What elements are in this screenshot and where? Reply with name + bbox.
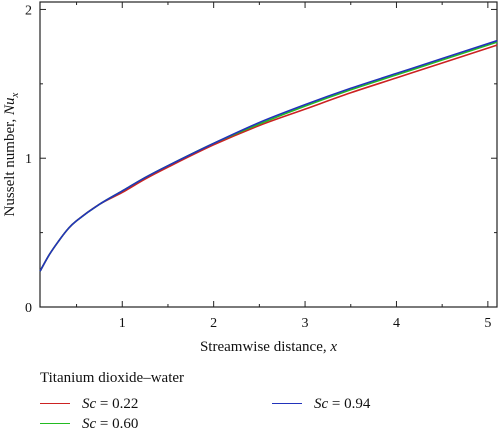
legend-swatch-sc-094 [272,403,302,405]
legend-symbol: Sc [82,396,97,412]
plot-area: 1 2 3 4 5 0 1 2 [25,1,498,331]
legend-swatch-sc-022 [40,403,70,405]
legend-item-sc-022: Sc = 0.22 [40,396,138,412]
x-tick-label: 5 [484,316,491,331]
x-tick-label: 4 [393,316,400,331]
legend-symbol: Sc [314,396,329,412]
plot-frame [39,1,498,308]
y-axis-label: Nusselt number, Nux [2,92,21,216]
legend-title: Titanium dioxide–water [40,370,185,386]
x-tick-label: 2 [210,316,217,331]
legend-symbol: Sc [82,416,97,432]
series-line-1 [39,41,498,272]
series-line-0 [39,44,498,272]
y-tick-label: 1 [25,152,32,167]
legend-value: = 0.22 [96,396,139,412]
x-tick-label: 3 [302,316,309,331]
series-line-2 [39,39,498,272]
legend-value: = 0.60 [96,416,139,432]
y-tick-label: 0 [25,301,32,316]
legend-item-sc-094: Sc = 0.94 [272,396,370,412]
legend-swatch-sc-060 [40,423,70,425]
legend-item-sc-060: Sc = 0.60 [40,416,138,432]
legend-value: = 0.94 [328,396,371,412]
x-axis-label: Streamwise distance, x [200,339,337,355]
y-tick-label: 2 [25,3,32,18]
x-tick-label: 1 [119,316,126,331]
